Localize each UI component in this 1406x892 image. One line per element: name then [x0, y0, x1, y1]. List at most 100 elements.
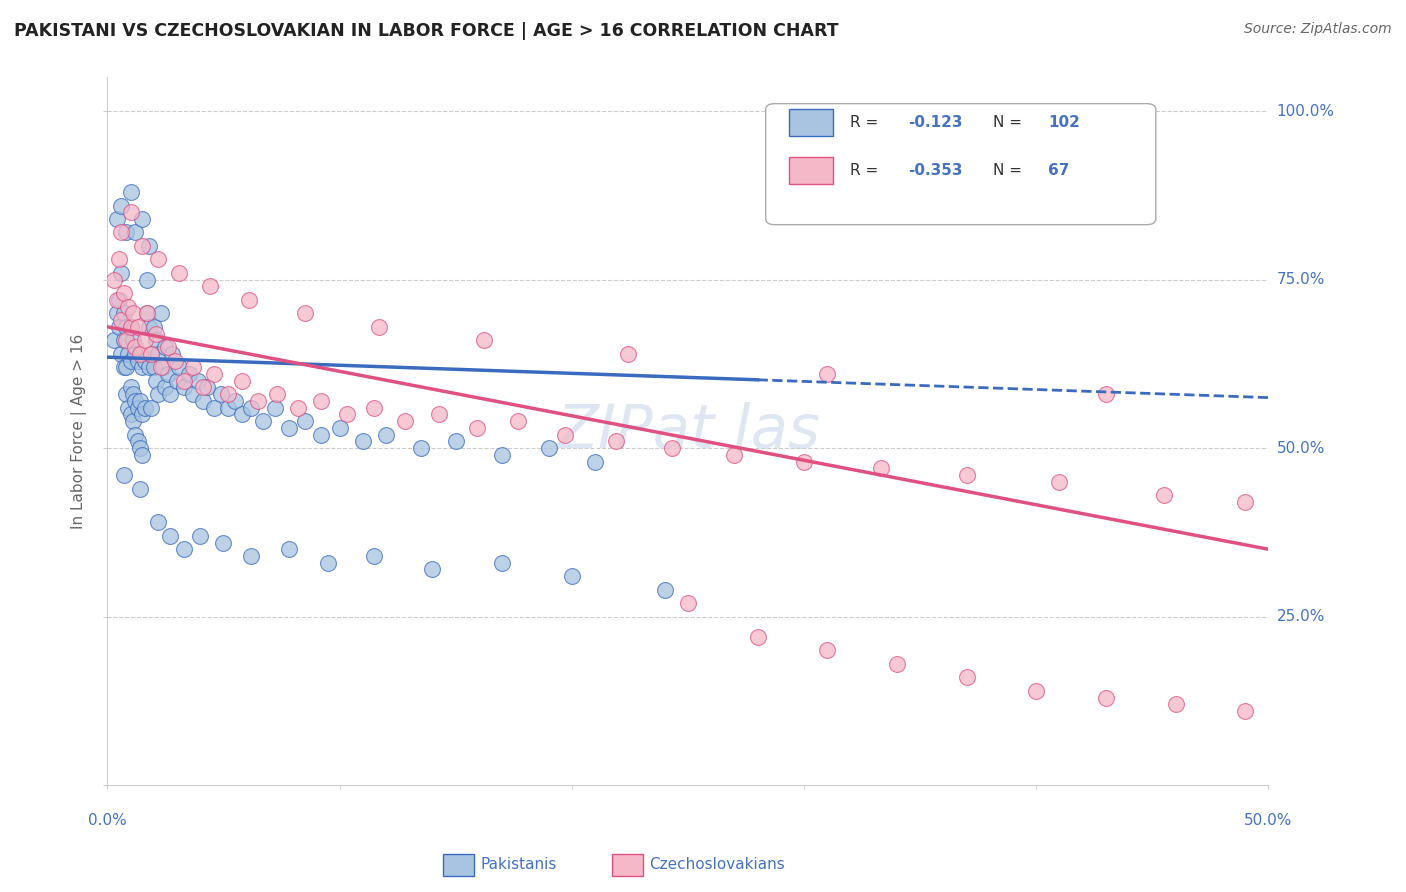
Point [131, 239, 153, 253]
Point [1025, 683, 1047, 698]
Point [173, 374, 195, 388]
Point [124, 427, 146, 442]
Point [120, 319, 142, 334]
Point [263, 401, 285, 415]
Point [131, 448, 153, 462]
Point [103, 334, 125, 348]
Point [217, 401, 239, 415]
Point [115, 387, 138, 401]
Point [169, 266, 191, 280]
Point [141, 347, 163, 361]
Point [112, 286, 135, 301]
Point [108, 319, 131, 334]
Point [508, 414, 530, 428]
Point [134, 401, 156, 415]
Point [188, 529, 211, 543]
Point [138, 239, 160, 253]
Point [294, 414, 316, 428]
Point [277, 421, 299, 435]
Point [363, 549, 385, 563]
Point [583, 455, 606, 469]
Point [112, 306, 135, 320]
Point [329, 421, 352, 435]
Point [155, 380, 177, 394]
Point [105, 293, 128, 307]
FancyBboxPatch shape [766, 103, 1156, 225]
Point [112, 334, 135, 348]
Point [202, 367, 225, 381]
Text: N =: N = [993, 162, 1032, 178]
Point [231, 408, 253, 422]
Point [141, 401, 163, 415]
Point [491, 448, 513, 462]
Point [294, 306, 316, 320]
Point [394, 414, 416, 428]
Point [472, 334, 495, 348]
Point [240, 401, 263, 415]
Point [115, 319, 138, 334]
Point [127, 401, 149, 415]
Point [112, 360, 135, 375]
Point [1234, 704, 1257, 718]
Point [747, 630, 769, 644]
Point [815, 643, 838, 657]
Point [1164, 698, 1187, 712]
Point [120, 319, 142, 334]
Point [202, 401, 225, 415]
Point [108, 293, 131, 307]
Point [198, 279, 221, 293]
Point [110, 313, 132, 327]
Point [955, 468, 977, 483]
Text: 100.0%: 100.0% [1277, 103, 1334, 119]
Point [247, 394, 270, 409]
Text: 102: 102 [1047, 115, 1080, 130]
Point [676, 596, 699, 610]
Point [316, 556, 339, 570]
Text: -0.353: -0.353 [908, 162, 963, 178]
Point [266, 387, 288, 401]
Point [124, 347, 146, 361]
Point [173, 380, 195, 394]
Point [120, 353, 142, 368]
Point [224, 394, 246, 409]
Point [465, 421, 488, 435]
Point [212, 535, 235, 549]
Point [886, 657, 908, 671]
Point [138, 360, 160, 375]
Point [159, 529, 181, 543]
Point [177, 367, 200, 381]
Point [127, 319, 149, 334]
Point [1049, 475, 1071, 489]
Point [155, 340, 177, 354]
Point [103, 273, 125, 287]
FancyBboxPatch shape [789, 110, 832, 136]
Point [187, 374, 209, 388]
Point [120, 408, 142, 422]
Point [128, 347, 150, 361]
Point [429, 408, 451, 422]
Point [166, 374, 188, 388]
Point [124, 394, 146, 409]
Point [149, 360, 172, 375]
Text: 0.0%: 0.0% [89, 813, 127, 828]
Point [131, 211, 153, 226]
Point [815, 367, 838, 381]
Point [127, 434, 149, 449]
Point [120, 380, 142, 394]
Point [277, 542, 299, 557]
Point [122, 306, 145, 320]
Point [252, 414, 274, 428]
Text: -0.123: -0.123 [908, 115, 963, 130]
Point [110, 226, 132, 240]
Point [117, 300, 139, 314]
Point [145, 374, 167, 388]
Point [537, 441, 560, 455]
Text: 50.0%: 50.0% [1277, 441, 1324, 456]
Point [120, 205, 142, 219]
Text: Czechoslovakians: Czechoslovakians [650, 857, 786, 872]
Point [105, 211, 128, 226]
Point [352, 434, 374, 449]
Point [444, 434, 467, 449]
Point [162, 347, 184, 361]
Point [1153, 488, 1175, 502]
